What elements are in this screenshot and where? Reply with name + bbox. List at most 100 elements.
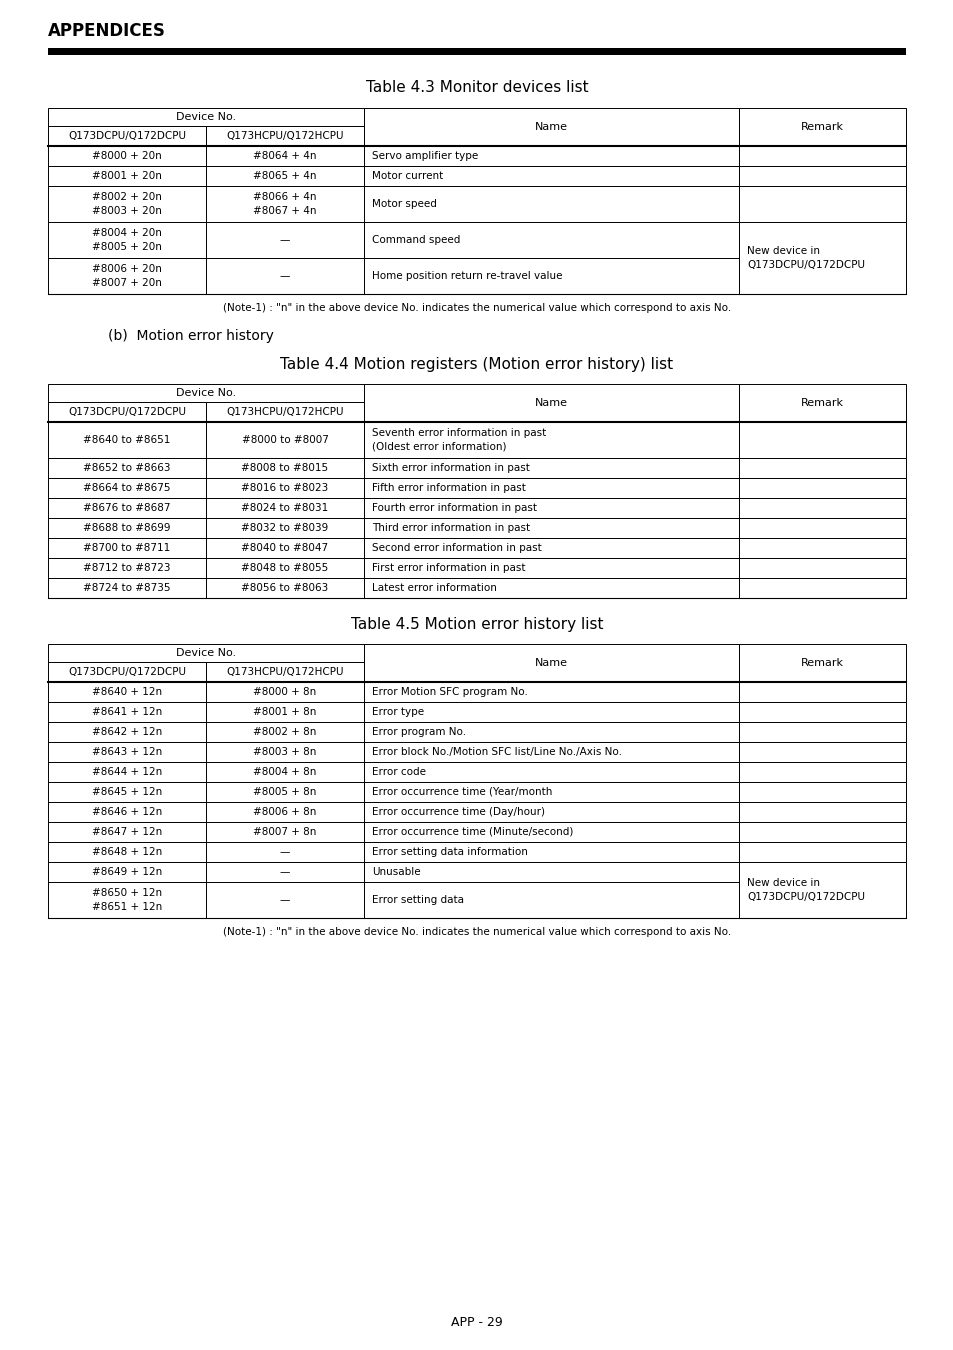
Bar	[739, 539, 905, 558]
Bar	[364, 842, 739, 863]
Bar	[364, 498, 739, 518]
Bar	[739, 186, 905, 221]
Text: Error setting data: Error setting data	[372, 895, 463, 905]
Bar	[739, 644, 905, 682]
Bar	[739, 558, 905, 578]
Bar	[364, 146, 739, 166]
Bar	[48, 518, 206, 539]
Text: APP - 29: APP - 29	[451, 1315, 502, 1328]
Bar	[739, 478, 905, 498]
Text: —: —	[279, 846, 290, 857]
Text: #8003 + 8n: #8003 + 8n	[253, 747, 316, 757]
Bar	[48, 108, 364, 126]
Bar	[206, 146, 364, 166]
Bar	[364, 518, 739, 539]
Bar	[206, 402, 364, 423]
Text: Motor current: Motor current	[372, 171, 443, 181]
Text: #8646 + 12n: #8646 + 12n	[91, 807, 162, 817]
Bar	[48, 539, 206, 558]
Bar	[364, 458, 739, 478]
Text: #8700 to #8711: #8700 to #8711	[83, 543, 171, 554]
Bar	[739, 221, 905, 294]
Text: —: —	[279, 235, 290, 244]
Text: Q173DCPU/Q172DCPU: Q173DCPU/Q172DCPU	[68, 131, 186, 140]
Text: #8640 to #8651: #8640 to #8651	[83, 435, 171, 446]
Text: Latest error information: Latest error information	[372, 583, 497, 593]
Text: Second error information in past: Second error information in past	[372, 543, 541, 554]
Bar	[206, 682, 364, 702]
Text: Seventh error information in past
(Oldest error information): Seventh error information in past (Oldes…	[372, 428, 546, 452]
Bar	[206, 743, 364, 761]
Bar	[48, 498, 206, 518]
Text: Table 4.3 Monitor devices list: Table 4.3 Monitor devices list	[365, 81, 588, 96]
Bar	[48, 558, 206, 578]
Bar	[739, 863, 905, 918]
Text: —: —	[279, 895, 290, 905]
Text: #8652 to #8663: #8652 to #8663	[83, 463, 171, 472]
Bar	[206, 498, 364, 518]
Text: #8016 to #8023: #8016 to #8023	[241, 483, 328, 493]
Text: Q173DCPU/Q172DCPU: Q173DCPU/Q172DCPU	[68, 667, 186, 676]
Bar	[206, 458, 364, 478]
Bar	[739, 761, 905, 782]
Text: #8676 to #8687: #8676 to #8687	[83, 504, 171, 513]
Text: Servo amplifier type: Servo amplifier type	[372, 151, 477, 161]
Bar	[739, 498, 905, 518]
Text: Third error information in past: Third error information in past	[372, 522, 530, 533]
Bar	[364, 539, 739, 558]
Bar	[206, 822, 364, 842]
Text: Table 4.5 Motion error history list: Table 4.5 Motion error history list	[351, 617, 602, 632]
Text: #8644 + 12n: #8644 + 12n	[91, 767, 162, 778]
Bar	[48, 221, 206, 258]
Text: Device No.: Device No.	[175, 648, 235, 657]
Bar	[364, 221, 739, 258]
Bar	[48, 383, 364, 402]
Text: Remark: Remark	[801, 122, 843, 132]
Text: #8005 + 8n: #8005 + 8n	[253, 787, 316, 796]
Text: Device No.: Device No.	[175, 112, 235, 122]
Bar	[206, 802, 364, 822]
Bar	[739, 722, 905, 742]
Bar	[206, 662, 364, 682]
Text: Error setting data information: Error setting data information	[372, 846, 527, 857]
Bar	[48, 423, 206, 458]
Text: Name: Name	[535, 122, 567, 132]
Bar	[364, 882, 739, 918]
Bar	[364, 822, 739, 842]
Text: #8642 + 12n: #8642 + 12n	[91, 728, 162, 737]
Text: First error information in past: First error information in past	[372, 563, 525, 572]
Text: Error occurrence time (Year/month: Error occurrence time (Year/month	[372, 787, 552, 796]
Bar	[48, 126, 206, 146]
Bar	[206, 126, 364, 146]
Text: New device in
Q173DCPU/Q172DCPU: New device in Q173DCPU/Q172DCPU	[746, 879, 864, 902]
Bar	[48, 802, 206, 822]
Text: #8000 + 8n: #8000 + 8n	[253, 687, 316, 697]
Text: Fourth error information in past: Fourth error information in past	[372, 504, 537, 513]
Bar	[739, 802, 905, 822]
Bar	[364, 722, 739, 742]
Text: #8650 + 12n
#8651 + 12n: #8650 + 12n #8651 + 12n	[91, 888, 162, 911]
Bar	[206, 221, 364, 258]
Bar	[364, 761, 739, 782]
Text: Error occurrence time (Minute/second): Error occurrence time (Minute/second)	[372, 828, 573, 837]
Text: (b)  Motion error history: (b) Motion error history	[108, 329, 274, 343]
Text: #8056 to #8063: #8056 to #8063	[241, 583, 328, 593]
Text: #8004 + 8n: #8004 + 8n	[253, 767, 316, 778]
Bar	[364, 383, 739, 423]
Bar	[48, 49, 905, 55]
Text: —: —	[279, 271, 290, 281]
Text: Unusable: Unusable	[372, 867, 420, 878]
Bar	[364, 423, 739, 458]
Bar	[206, 186, 364, 221]
Bar	[206, 842, 364, 863]
Text: New device in
Q173DCPU/Q172DCPU: New device in Q173DCPU/Q172DCPU	[746, 247, 864, 270]
Text: Error occurrence time (Day/hour): Error occurrence time (Day/hour)	[372, 807, 544, 817]
Text: #8048 to #8055: #8048 to #8055	[241, 563, 328, 572]
Text: #8647 + 12n: #8647 + 12n	[91, 828, 162, 837]
Text: #8002 + 20n
#8003 + 20n: #8002 + 20n #8003 + 20n	[92, 193, 162, 216]
Bar	[48, 743, 206, 761]
Bar	[206, 558, 364, 578]
Text: Table 4.4 Motion registers (Motion error history) list: Table 4.4 Motion registers (Motion error…	[280, 356, 673, 371]
Text: Fifth error information in past: Fifth error information in past	[372, 483, 525, 493]
Text: (Note-1) : "n" in the above device No. indicates the numerical value which corre: (Note-1) : "n" in the above device No. i…	[223, 927, 730, 937]
